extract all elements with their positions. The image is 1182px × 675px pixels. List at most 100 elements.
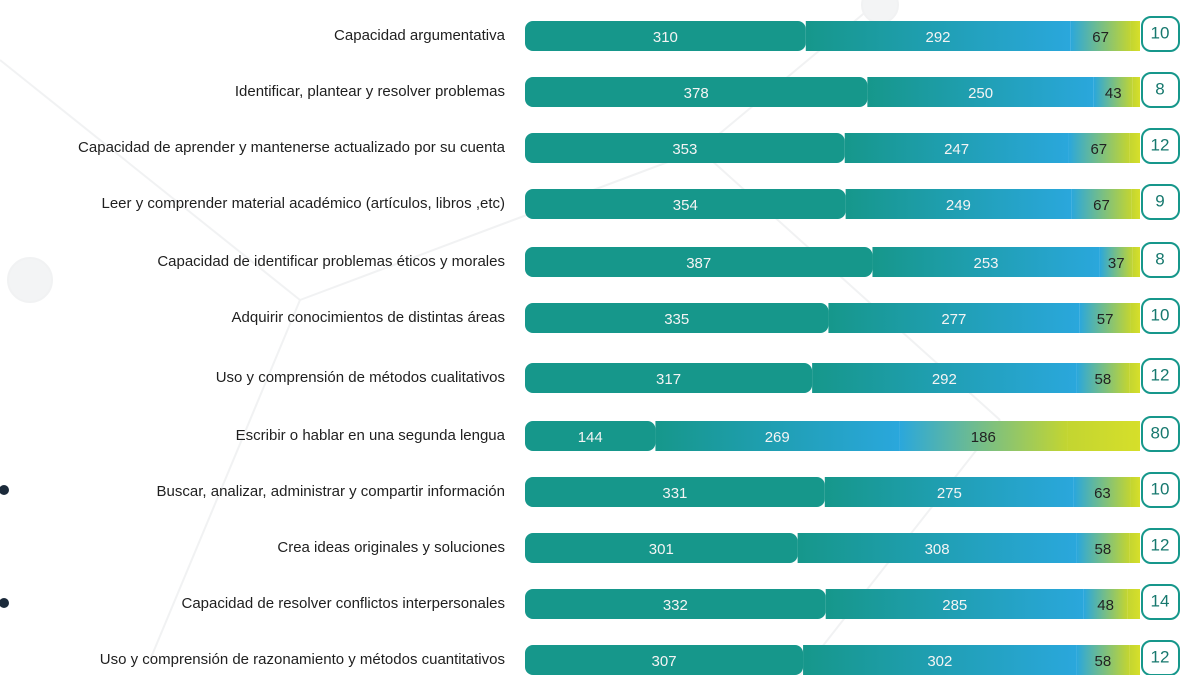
value-label: 14: [1151, 591, 1170, 610]
value-label: 12: [1151, 647, 1170, 666]
value-label: 302: [927, 653, 952, 670]
bar-segment: [1079, 303, 1131, 333]
value-box: [1141, 298, 1180, 334]
value-label: 63: [1094, 485, 1111, 502]
category-label: Crea ideas originales y soluciones: [277, 539, 505, 556]
value-label: 67: [1093, 197, 1110, 214]
bar-segment: [899, 421, 1068, 451]
bar-segment: [1068, 133, 1130, 163]
category-label: Capacidad de aprender y mantenerse actua…: [78, 139, 506, 156]
bar-segment: [525, 589, 826, 619]
category-label: Capacidad de identificar problemas ético…: [157, 253, 505, 270]
value-label: 354: [673, 197, 698, 214]
category-label: Escribir o hablar en una segunda lengua: [236, 427, 506, 444]
value-box: [1141, 584, 1180, 620]
value-label: 37: [1108, 255, 1125, 272]
value-box: [1141, 184, 1180, 220]
value-label: 310: [653, 29, 678, 46]
bar-segment: [1130, 303, 1140, 333]
value-label: 285: [942, 597, 967, 614]
value-label: 275: [937, 485, 962, 502]
bar-segment: [1093, 77, 1133, 107]
category-label: Uso y comprensión de razonamiento y méto…: [100, 651, 505, 668]
bar-segment: [1083, 589, 1128, 619]
value-label: 250: [968, 85, 993, 102]
value-label: 307: [652, 653, 677, 670]
bar-segment: [872, 247, 1100, 277]
value-box: [1141, 528, 1180, 564]
bar-segment: [1130, 21, 1140, 51]
bar-segment: [824, 477, 1074, 507]
category-label: Uso y comprensión de métodos cualitativo…: [216, 369, 505, 386]
value-label: 249: [946, 197, 971, 214]
bar-segment: [1129, 533, 1140, 563]
value-label: 292: [932, 371, 957, 388]
value-label: 301: [649, 541, 674, 558]
category-label: Identificar, plantear y resolver problem…: [235, 83, 505, 100]
bar-segment: [1132, 247, 1140, 277]
value-label: 292: [926, 29, 951, 46]
category-label: Adquirir conocimientos de distintas área…: [232, 309, 505, 326]
value-box: [1141, 72, 1180, 108]
category-label: Leer y comprender material académico (ar…: [102, 195, 506, 212]
bar-segment: [1130, 477, 1140, 507]
bar-segment: [1132, 77, 1140, 107]
bar-segment: [1076, 533, 1130, 563]
value-label: 80: [1151, 423, 1170, 442]
bar-segment: [525, 247, 873, 277]
bar-segment: [1131, 189, 1140, 219]
category-label: Capacidad de resolver conflictos interpe…: [181, 595, 505, 612]
value-label: 12: [1151, 135, 1170, 154]
bar-segment: [867, 77, 1094, 107]
bar-segment: [1076, 645, 1130, 675]
category-label: Capacidad argumentativa: [334, 27, 506, 44]
value-label: 67: [1090, 141, 1107, 158]
value-label: 308: [925, 541, 950, 558]
value-label: 247: [944, 141, 969, 158]
bar-segment: [845, 189, 1072, 219]
bar-segment: [1129, 645, 1140, 675]
bar-segment: [525, 477, 825, 507]
bar-segment: [1099, 247, 1133, 277]
value-label: 10: [1151, 23, 1170, 42]
value-label: 317: [656, 371, 681, 388]
value-label: 332: [663, 597, 688, 614]
bar-segment: [803, 645, 1077, 675]
value-box: [1141, 472, 1180, 508]
value-label: 58: [1095, 541, 1112, 558]
bar-segment: [825, 589, 1084, 619]
value-box: [1141, 358, 1180, 394]
bar-segment: [1129, 133, 1140, 163]
value-label: 48: [1097, 597, 1114, 614]
value-label: 67: [1092, 29, 1109, 46]
bar-segment: [812, 363, 1077, 393]
bar-segment: [1071, 189, 1132, 219]
bar-segment: [525, 645, 804, 675]
bar-segment: [1127, 589, 1140, 619]
value-label: 43: [1105, 85, 1122, 102]
category-label: Buscar, analizar, administrar y comparti…: [157, 483, 505, 500]
value-label: 58: [1095, 371, 1112, 388]
value-label: 144: [578, 429, 603, 446]
bar-segment: [525, 421, 656, 451]
value-box: [1141, 128, 1180, 164]
value-label: 387: [686, 255, 711, 272]
bar-segment: [1067, 421, 1140, 451]
value-label: 10: [1151, 479, 1170, 498]
dot: [0, 485, 9, 495]
value-box: [1141, 16, 1180, 52]
bar-segment: [1070, 21, 1131, 51]
bar-segment: [525, 303, 829, 333]
bar-segment: [525, 133, 845, 163]
bar-segment: [1073, 477, 1131, 507]
value-box: [1141, 416, 1180, 452]
bar-segment: [1076, 363, 1130, 393]
bar-segment: [655, 421, 900, 451]
bar-segment: [525, 21, 806, 51]
value-label: 12: [1151, 365, 1170, 384]
value-label: 9: [1155, 191, 1164, 210]
value-label: 277: [941, 311, 966, 328]
bar-segment: [1129, 363, 1140, 393]
value-label: 253: [974, 255, 999, 272]
